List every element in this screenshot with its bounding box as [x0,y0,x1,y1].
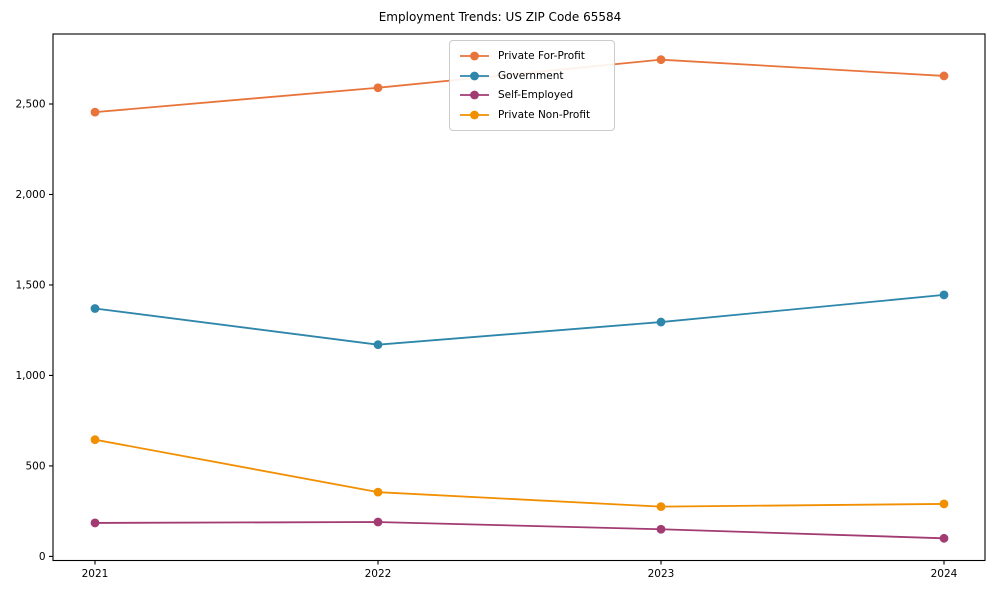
legend-label-private-non-profit: Private Non-Profit [498,109,591,122]
x-axis: 2021 2022 2023 2024 [82,560,958,580]
legend-marker [470,90,479,100]
data-point-private-for-profit-2024 [939,71,949,81]
chart-legend: Private For-Profit Government Self-Employe… [449,40,615,131]
x-tick-label: 2024 [931,568,958,580]
data-point-private-non-profit-2024 [939,499,949,509]
series-government [90,290,949,350]
y-axis: 0 500 1,000 1,500 2,000 2,500 [15,99,53,563]
legend-marker [470,110,479,120]
x-tick-label: 2022 [365,568,392,580]
data-point-private-non-profit-2022 [373,487,383,497]
data-point-self-employed-2023 [656,524,666,534]
series-self-employed [90,517,949,543]
x-tick-label: 2023 [648,568,675,580]
legend-item-government: Government [459,70,605,82]
legend-label-private-for-profit: Private For-Profit [498,49,585,62]
legend-swatch-private-non-profit [460,110,489,120]
data-point-government-2021 [90,304,100,313]
legend-swatch-self-employed [460,90,489,100]
legend-swatch-private-for-profit [460,51,489,61]
data-point-private-for-profit-2023 [656,55,666,65]
chart-title: Employment Trends: US ZIP Code 65584 [378,10,622,24]
legend-marker [470,71,479,81]
data-point-government-2024 [939,290,949,300]
legend-item-private-for-profit: Private For-Profit [459,50,605,62]
x-tick-label: 2021 [82,568,109,580]
legend-marker [470,51,479,61]
legend-swatch-government [460,71,489,81]
plot-border [52,33,986,562]
data-point-government-2022 [373,340,383,350]
y-tick-label: 1,000 [15,370,45,382]
data-point-private-non-profit-2023 [656,502,666,512]
y-tick-label: 500 [25,461,45,473]
y-tick-label: 0 [39,551,46,563]
data-point-self-employed-2021 [90,518,100,528]
data-point-self-employed-2024 [939,533,949,543]
data-point-private-for-profit-2021 [90,107,100,117]
series-private-non-profit [90,435,949,512]
data-point-self-employed-2022 [373,517,383,527]
legend-label-self-employed: Self-Employed [498,89,574,102]
data-point-private-for-profit-2022 [373,83,383,93]
legend-label-government: Government [498,69,564,82]
data-point-government-2023 [656,317,666,327]
legend-item-private-non-profit: Private Non-Profit [459,109,605,121]
y-tick-label: 2,500 [15,99,45,111]
data-point-private-non-profit-2021 [90,435,100,445]
y-tick-label: 1,500 [15,280,45,292]
y-tick-label: 2,000 [15,189,45,201]
legend-item-self-employed: Self-Employed [459,89,605,101]
series-line-self-employed [94,521,945,540]
series-line-government [94,294,945,346]
series-line-private-non-profit [94,438,945,508]
